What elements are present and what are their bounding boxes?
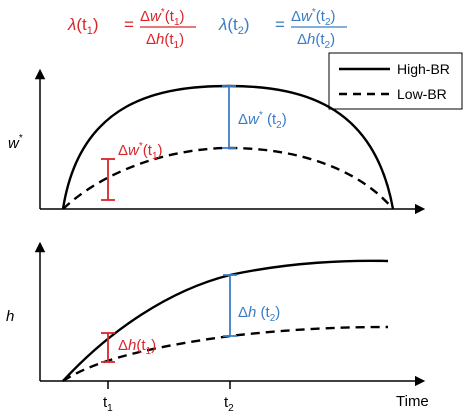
top-panel: w* Δw*(t1) Δw* (t2) bbox=[8, 68, 426, 215]
x-axis-labels: t1 t2 Time bbox=[103, 381, 429, 414]
svg-text:=: = bbox=[124, 15, 134, 34]
bottom-delta-t2-label: Δh (t2) bbox=[238, 304, 280, 324]
bottom-delta-t1-bar bbox=[101, 332, 115, 363]
tick-label-t2: t2 bbox=[224, 394, 234, 414]
svg-text:=: = bbox=[275, 15, 285, 34]
legend-high-label: High-BR bbox=[397, 61, 450, 77]
top-y-label: w* bbox=[8, 133, 23, 152]
top-delta-t2-bar bbox=[222, 85, 236, 149]
top-delta-t1-bar bbox=[101, 158, 115, 201]
top-delta-t2-label: Δw* (t2) bbox=[238, 110, 287, 131]
x-axis-label-time: Time bbox=[396, 393, 429, 410]
formula-lambda-t2: λ(t2) = Δw*(t2) Δh(t2) bbox=[218, 7, 347, 51]
svg-text:Δh(t1): Δh(t1) bbox=[146, 31, 184, 51]
svg-text:Δw*(t2): Δw*(t2) bbox=[291, 7, 336, 28]
bottom-y-label: h bbox=[6, 308, 14, 325]
bottom-high-br-curve bbox=[62, 259, 389, 382]
legend-box bbox=[328, 52, 463, 110]
svg-text:λ(t2): λ(t2) bbox=[218, 15, 250, 37]
svg-text:Δh(t2): Δh(t2) bbox=[297, 31, 335, 51]
svg-text:λ(t1): λ(t1) bbox=[67, 15, 99, 37]
legend-low-label: Low-BR bbox=[397, 86, 447, 102]
bottom-delta-t1-label: Δh(t1) bbox=[118, 337, 156, 357]
svg-text:Δw*(t1): Δw*(t1) bbox=[140, 7, 185, 28]
bottom-panel: h Δh(t1) Δh (t2) bbox=[6, 241, 426, 387]
bottom-delta-t2-bar bbox=[223, 274, 237, 337]
formula-lambda-t1: λ(t1) = Δw*(t1) Δh(t1) bbox=[67, 7, 196, 51]
legend: High-BR Low-BR bbox=[328, 52, 463, 110]
top-delta-t1-label: Δw*(t1) bbox=[118, 141, 163, 162]
tick-label-t1: t1 bbox=[103, 394, 113, 414]
